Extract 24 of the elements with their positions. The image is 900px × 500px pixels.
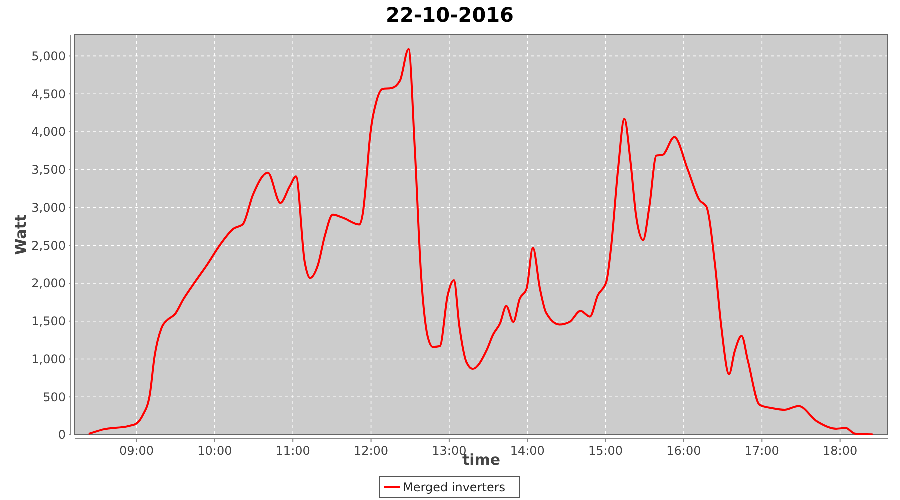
x-tick-label: 14:00 <box>510 444 545 458</box>
y-tick-label: 1,500 <box>32 314 66 329</box>
x-tick-label: 18:00 <box>823 444 858 458</box>
y-tick-label: 2,500 <box>32 238 66 253</box>
x-tick-label: 09:00 <box>119 444 154 458</box>
x-tick-label: 15:00 <box>588 444 624 458</box>
y-tick-label: 3,500 <box>32 163 66 178</box>
chart-title: 22-10-2016 <box>386 3 514 27</box>
legend-label: Merged inverters <box>403 480 506 495</box>
x-tick-label: 16:00 <box>666 444 702 458</box>
y-tick-label: 4,000 <box>32 125 66 140</box>
line-series <box>88 48 874 435</box>
y-tick-label: 500 <box>43 390 66 404</box>
y-tick-label: 3,000 <box>32 200 66 215</box>
y-tick-label: 5,000 <box>32 49 66 64</box>
y-tick-label: 4,500 <box>32 87 66 102</box>
y-tick-label: 2,000 <box>32 276 66 291</box>
x-tick-label: 10:00 <box>198 444 232 458</box>
x-tick-label: 11:00 <box>276 444 310 458</box>
y-tick-label: 0 <box>58 428 66 442</box>
x-tick-label: 12:00 <box>354 444 389 458</box>
y-tick-label: 1,000 <box>32 352 66 366</box>
y-axis-title: Watt <box>12 214 30 256</box>
x-tick-label: 17:00 <box>744 444 780 458</box>
